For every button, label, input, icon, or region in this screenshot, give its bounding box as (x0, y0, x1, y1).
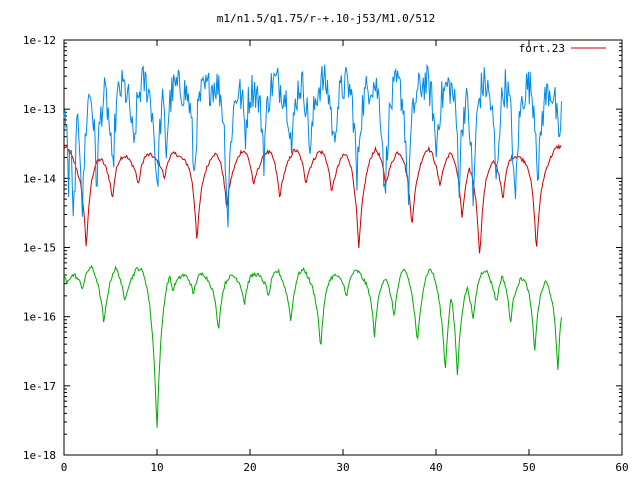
y-tick-label: 1e-16 (23, 311, 56, 324)
plot-frame (63, 39, 623, 456)
y-tick-label: 1e-17 (23, 380, 56, 393)
y-tick-label: 1e-18 (23, 449, 56, 462)
x-tick-label: 0 (61, 461, 68, 474)
x-tick-label: 20 (243, 461, 256, 474)
series-line-2 (63, 265, 562, 428)
x-tick-label: 30 (336, 461, 349, 474)
y-tick-label: 1e-15 (23, 242, 56, 255)
axis-ticks: 0 10 20 30 40 50 60 1e-18 1e-17 1e-16 1e-15 1e-14 1e… (23, 34, 629, 474)
x-tick-label: 60 (615, 461, 628, 474)
chart-title: m1/n1.5/q1.75/r-+.10-j53/M1.0/512 (217, 12, 436, 25)
x-tick-label: 50 (522, 461, 535, 474)
y-tick-label: 1e-13 (23, 103, 56, 116)
y-tick-label: 1e-14 (23, 172, 56, 185)
series-line-0 (63, 143, 562, 254)
legend: fort.23 (519, 42, 606, 55)
x-tick-label: 40 (429, 461, 442, 474)
series-group (63, 63, 562, 428)
x-tick-label: 10 (150, 461, 163, 474)
y-tick-label: 1e-12 (23, 34, 56, 47)
series-line-1 (63, 63, 562, 228)
legend-label-fort23: fort.23 (519, 42, 565, 55)
